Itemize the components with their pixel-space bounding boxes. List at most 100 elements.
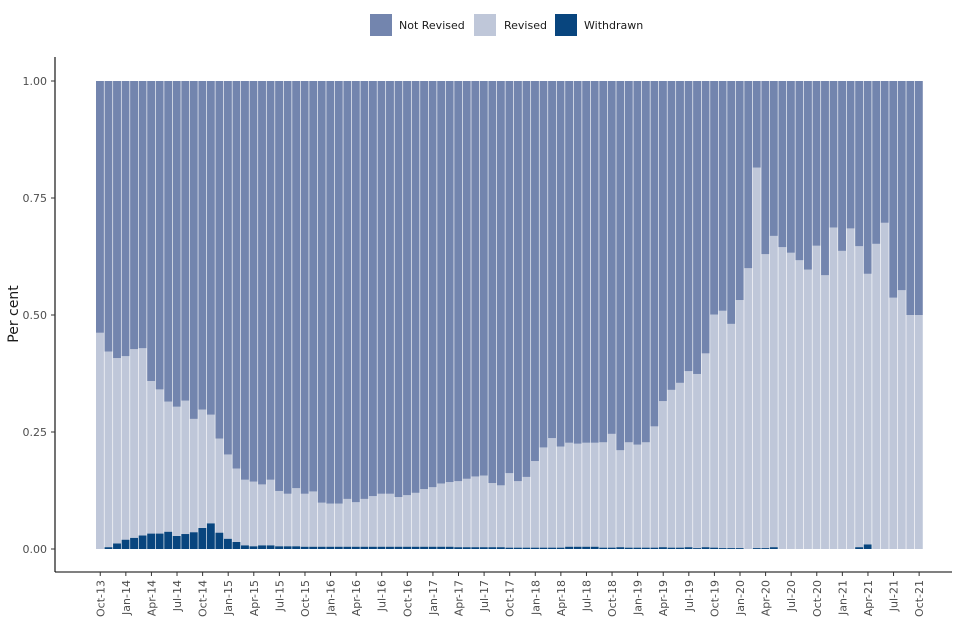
bar-not-revised-mar-19 bbox=[650, 81, 659, 427]
bar-revised-oct-15 bbox=[300, 493, 310, 547]
bar-revised-jun-14 bbox=[164, 401, 173, 532]
bar-revised-sep-18 bbox=[599, 442, 608, 548]
bar-withdrawn-jun-16 bbox=[368, 546, 378, 549]
bar-withdrawn-nov-14 bbox=[206, 523, 216, 549]
bar-revised-jan-17 bbox=[428, 487, 438, 547]
bar-not-revised-oct-13 bbox=[96, 81, 105, 333]
bar-revised-sep-20 bbox=[803, 269, 813, 549]
x-tick-label: Jul-15 bbox=[273, 580, 286, 612]
bar-revised-mar-20 bbox=[752, 167, 762, 549]
bar-revised-oct-17 bbox=[505, 473, 514, 548]
bar-withdrawn-sep-16 bbox=[394, 546, 404, 549]
bar-not-revised-jul-19 bbox=[684, 81, 694, 372]
bar-withdrawn-oct-18 bbox=[607, 547, 617, 549]
bar-not-revised-oct-14 bbox=[198, 81, 207, 410]
bar-withdrawn-jun-15 bbox=[266, 545, 276, 549]
bar-withdrawn-nov-17 bbox=[513, 547, 523, 549]
bar-revised-jun-16 bbox=[368, 496, 378, 547]
x-tick-label: Oct-13 bbox=[94, 580, 107, 617]
bar-withdrawn-feb-16 bbox=[334, 546, 344, 549]
bar-revised-jul-21 bbox=[889, 297, 898, 549]
bar-withdrawn-jan-14 bbox=[121, 539, 131, 549]
bar-not-revised-nov-17 bbox=[513, 81, 523, 482]
bar-revised-jul-14 bbox=[172, 406, 182, 536]
bar-not-revised-may-17 bbox=[462, 81, 472, 479]
bar-not-revised-mar-20 bbox=[752, 81, 762, 168]
bar-revised-aug-16 bbox=[386, 493, 395, 547]
bar-not-revised-jun-15 bbox=[266, 81, 276, 480]
bar-withdrawn-mar-14 bbox=[138, 535, 148, 549]
bar-not-revised-mar-15 bbox=[241, 81, 250, 480]
bar-revised-feb-19 bbox=[641, 442, 651, 548]
legend-key-revised bbox=[474, 14, 496, 36]
bar-not-revised-may-18 bbox=[565, 81, 574, 443]
bar-not-revised-jan-18 bbox=[531, 81, 540, 462]
bar-not-revised-nov-18 bbox=[616, 81, 625, 451]
bar-not-revised-feb-18 bbox=[539, 81, 549, 448]
bar-revised-apr-19 bbox=[658, 401, 668, 548]
legend-key-withdrawn bbox=[555, 14, 577, 36]
bar-revised-mar-16 bbox=[343, 498, 352, 547]
bar-revised-aug-15 bbox=[283, 493, 293, 547]
bar-withdrawn-jan-16 bbox=[326, 546, 335, 549]
bar-not-revised-sep-18 bbox=[599, 81, 608, 443]
bar-not-revised-jul-20 bbox=[786, 81, 796, 253]
bar-not-revised-feb-14 bbox=[130, 81, 139, 350]
bar-revised-jul-15 bbox=[275, 490, 284, 547]
bar-not-revised-sep-19 bbox=[701, 81, 711, 354]
bar-withdrawn-jul-19 bbox=[684, 547, 694, 549]
bars bbox=[96, 81, 924, 550]
x-tick-label: Oct-20 bbox=[811, 580, 824, 617]
bar-withdrawn-may-20 bbox=[769, 547, 779, 549]
bar-withdrawn-jan-19 bbox=[633, 547, 642, 549]
x-tick-label: Apr-19 bbox=[657, 580, 670, 616]
bar-withdrawn-dec-18 bbox=[624, 547, 634, 549]
bar-not-revised-apr-17 bbox=[454, 81, 463, 482]
bar-revised-mar-15 bbox=[241, 479, 250, 546]
bar-withdrawn-nov-19 bbox=[718, 548, 728, 549]
bar-withdrawn-jan-17 bbox=[428, 546, 438, 549]
bar-withdrawn-may-14 bbox=[155, 533, 165, 549]
bar-revised-jul-18 bbox=[582, 442, 591, 547]
bar-not-revised-sep-16 bbox=[394, 81, 404, 498]
bar-not-revised-jan-14 bbox=[121, 81, 131, 357]
bar-withdrawn-dec-15 bbox=[317, 546, 327, 549]
bar-revised-dec-19 bbox=[727, 323, 736, 549]
legend-label-withdrawn: Withdrawn bbox=[584, 19, 643, 32]
bar-revised-mar-14 bbox=[138, 348, 148, 536]
bar-not-revised-oct-15 bbox=[300, 81, 310, 494]
bar-revised-apr-18 bbox=[556, 446, 566, 548]
bar-revised-feb-21 bbox=[846, 228, 856, 550]
bar-withdrawn-jul-16 bbox=[377, 546, 386, 549]
bar-withdrawn-jul-15 bbox=[275, 546, 284, 549]
bar-withdrawn-mar-19 bbox=[650, 547, 659, 549]
bar-withdrawn-may-19 bbox=[667, 547, 677, 549]
x-tick-label: Jul-20 bbox=[785, 580, 798, 612]
bar-withdrawn-jun-18 bbox=[573, 546, 583, 549]
bar-withdrawn-dec-16 bbox=[420, 546, 429, 549]
bar-revised-feb-17 bbox=[437, 483, 446, 547]
bar-revised-aug-20 bbox=[795, 260, 804, 549]
x-tick-label: Jan-16 bbox=[325, 580, 338, 616]
x-tick-label: Jan-20 bbox=[734, 580, 747, 616]
bar-revised-nov-16 bbox=[411, 492, 421, 547]
bar-revised-aug-18 bbox=[590, 442, 600, 547]
bar-not-revised-apr-18 bbox=[556, 81, 566, 447]
legend-label-revised: Revised bbox=[504, 19, 547, 32]
y-tick-label: 0.75 bbox=[23, 192, 48, 205]
bar-not-revised-may-20 bbox=[769, 81, 779, 236]
bar-revised-jun-17 bbox=[471, 476, 480, 548]
bar-not-revised-sep-14 bbox=[189, 81, 199, 419]
bar-revised-jun-20 bbox=[778, 247, 787, 549]
bar-not-revised-dec-19 bbox=[727, 81, 736, 324]
x-tick-label: Oct-21 bbox=[913, 580, 926, 617]
bar-not-revised-may-15 bbox=[258, 81, 267, 485]
bar-withdrawn-mar-16 bbox=[343, 546, 352, 549]
bar-withdrawn-feb-18 bbox=[539, 547, 549, 549]
bar-revised-mar-19 bbox=[650, 426, 659, 548]
bar-not-revised-may-19 bbox=[667, 81, 677, 390]
bar-withdrawn-jul-18 bbox=[582, 546, 591, 549]
bar-revised-apr-21 bbox=[863, 273, 873, 545]
bar-not-revised-jan-17 bbox=[428, 81, 438, 488]
